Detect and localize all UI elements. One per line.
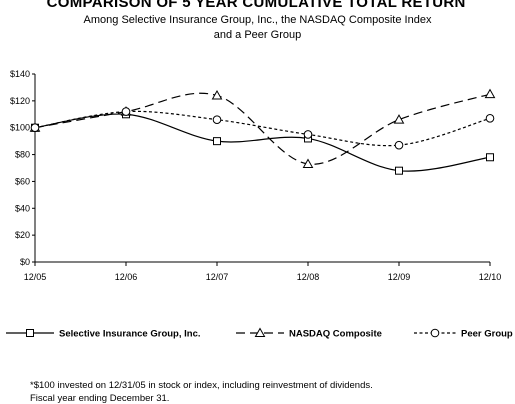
x-axis-tick-labels: 12/05 12/06 12/07 12/08 12/09 12/10 [24, 272, 502, 282]
data-point-series-0 [213, 137, 221, 146]
data-point-series-0 [486, 153, 494, 162]
chart-subtitle-line-2: and a Peer Group [213, 29, 302, 41]
y-tick-label: $40 [15, 203, 30, 213]
chart-subtitle-line-1: Among Selective Insurance Group, Inc., t… [83, 14, 432, 26]
data-point-series-1 [302, 158, 314, 168]
x-tick-label: 12/08 [297, 272, 320, 282]
y-tick-label: $140 [10, 69, 30, 79]
legend-label-1: NASDAQ Composite [289, 329, 382, 340]
x-tick-label: 12/07 [206, 272, 229, 282]
data-point-series-2 [485, 114, 495, 123]
footnote-fiscal-year: Fiscal year ending December 31. [30, 393, 170, 404]
y-axis-tick-labels: $0 $20 $40 $60 $80 $100 $120 $140 [10, 69, 30, 267]
series-line-0 [34, 113, 491, 172]
data-point-series-2 [121, 107, 131, 116]
legend: Selective Insurance Group, Inc. NASDAQ Co… [6, 327, 513, 340]
data-point-series-2 [394, 140, 404, 150]
y-tick-label: $0 [20, 257, 30, 267]
footnote-investment: *$100 invested on 12/31/05 in stock or i… [30, 380, 373, 391]
x-tick-label: 12/06 [115, 272, 138, 282]
series-line-2 [34, 110, 491, 147]
data-point-series-1 [393, 114, 405, 124]
legend-marker-0 [26, 329, 34, 337]
data-point-series-2 [303, 130, 313, 139]
data-point-series-1 [211, 89, 223, 100]
data-point-series-2 [30, 123, 40, 133]
y-tick-label: $120 [10, 96, 30, 106]
legend-label-0: Selective Insurance Group, Inc. [59, 329, 201, 340]
title-footnote-mark: * [465, 0, 469, 3]
y-tick-label: $60 [15, 176, 30, 186]
y-tick-label: $100 [10, 123, 30, 133]
chart-title: COMPARISON OF 5 YEAR CUMULATIVE TOTAL RE… [0, 0, 515, 11]
x-tick-label: 12/09 [388, 272, 411, 282]
series-lines [34, 92, 491, 172]
x-tick-label: 12/10 [479, 272, 502, 282]
series-line-1 [34, 92, 491, 165]
y-tick-label: $80 [15, 150, 30, 160]
data-point-series-0 [395, 166, 403, 175]
y-tick-label: $20 [15, 230, 30, 240]
legend-label-2: Peer Group [461, 329, 513, 340]
legend-marker-2 [430, 328, 440, 338]
x-tick-label: 12/05 [24, 272, 47, 282]
data-point-series-2 [212, 115, 222, 124]
series-markers [29, 88, 496, 175]
data-point-series-1 [484, 88, 496, 99]
legend-marker-1 [254, 327, 266, 337]
